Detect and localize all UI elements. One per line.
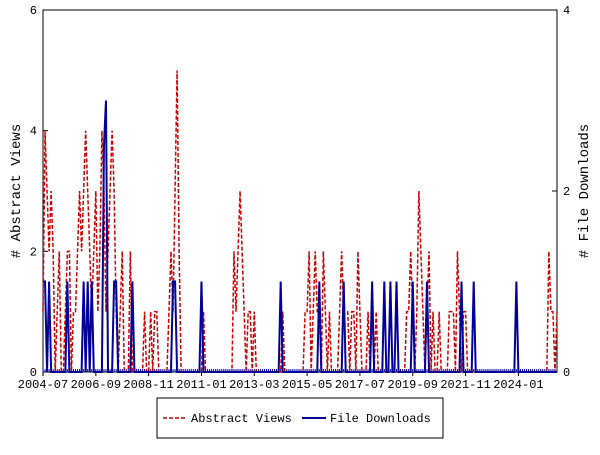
- x-tick-label: 2008-11: [123, 378, 173, 392]
- y2-tick-label: 2: [563, 185, 570, 199]
- x-tick-label: 2004-07: [18, 378, 68, 392]
- y-tick-label: 4: [30, 125, 37, 139]
- y-tick-label: 2: [30, 245, 37, 259]
- x-tick-label: 2006-09: [71, 378, 121, 392]
- x-tick-label: 2024-01: [493, 378, 543, 392]
- y-tick-label: 6: [30, 4, 37, 18]
- y2-tick-label: 0: [563, 366, 570, 380]
- y2-axis-label: # File Downloads: [577, 124, 593, 258]
- x-tick-label: 2019-09: [388, 378, 438, 392]
- y2-tick-label: 4: [563, 4, 570, 18]
- x-tick-label: 2021-11: [440, 378, 490, 392]
- legend-label: Abstract Views: [191, 412, 292, 426]
- x-tick-label: 2015-05: [282, 378, 332, 392]
- legend-box: [156, 397, 444, 439]
- y-axis-label: # Abstract Views: [9, 124, 25, 258]
- y-tick-label: 0: [30, 366, 37, 380]
- x-tick-label: 2011-01: [176, 378, 226, 392]
- x-tick-label: 2013-03: [229, 378, 279, 392]
- x-tick-label: 2017-07: [335, 378, 385, 392]
- series-line: [43, 100, 557, 373]
- legend-label: File Downloads: [330, 412, 431, 426]
- series-line: [42, 70, 558, 373]
